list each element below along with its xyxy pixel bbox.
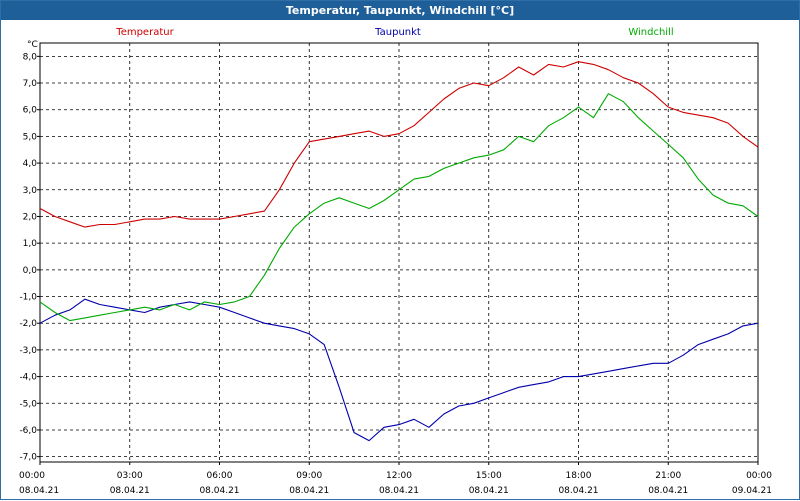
x-tick-date-label: 08.04.21 xyxy=(289,486,329,496)
y-tick-label: -6,0 xyxy=(19,426,37,436)
y-tick-label: -1,0 xyxy=(19,293,37,303)
y-tick-label: -5,0 xyxy=(19,399,37,409)
x-tick-time-label: 09:00 xyxy=(296,471,322,481)
y-axis-unit-label: °C xyxy=(27,40,38,50)
y-tick-label: -7,0 xyxy=(19,453,37,463)
x-tick-time-label: 00:00 xyxy=(19,471,45,481)
y-tick-label: 3,0 xyxy=(23,186,38,196)
x-tick-date-label: 08.04.21 xyxy=(199,486,239,496)
y-tick-label: 7,0 xyxy=(23,79,38,89)
y-tick-label: 4,0 xyxy=(23,159,38,169)
series-line-windchill xyxy=(39,93,759,322)
series-line-taupunkt xyxy=(39,298,759,442)
y-tick-label: 5,0 xyxy=(23,132,38,142)
legend-entry-temperatur: Temperatur xyxy=(115,27,174,38)
series-line-temperatur xyxy=(39,61,759,228)
plot-frame xyxy=(39,42,759,463)
x-tick-time-label: 18:00 xyxy=(566,471,592,481)
legend-entry-windchill: Windchill xyxy=(628,27,673,38)
x-tick-date-label: 08.04.21 xyxy=(469,486,509,496)
x-tick-date-label: 08.04.21 xyxy=(19,486,59,496)
x-tick-date-label: 09.04.21 xyxy=(732,486,772,496)
x-tick-time-label: 00:00 xyxy=(746,471,772,481)
y-tick-label: 1,0 xyxy=(23,239,38,249)
chart-title: Temperatur, Taupunkt, Windchill [°C] xyxy=(1,1,799,20)
y-tick-label: -3,0 xyxy=(19,346,37,356)
x-tick-date-label: 08.04.21 xyxy=(648,486,688,496)
legend-entry-taupunkt: Taupunkt xyxy=(374,27,421,38)
y-tick-label: -2,0 xyxy=(19,319,37,329)
x-tick-time-label: 06:00 xyxy=(207,471,233,481)
x-tick-time-label: 15:00 xyxy=(476,471,502,481)
x-tick-date-label: 08.04.21 xyxy=(558,486,598,496)
x-tick-time-label: 21:00 xyxy=(655,471,681,481)
x-tick-date-label: 08.04.21 xyxy=(379,486,419,496)
y-tick-label: 6,0 xyxy=(23,106,38,116)
x-tick-time-label: 12:00 xyxy=(386,471,412,481)
y-tick-label: 2,0 xyxy=(23,212,38,222)
y-tick-label: -4,0 xyxy=(19,373,37,383)
x-tick-time-label: 03:00 xyxy=(117,471,143,481)
x-tick-date-label: 08.04.21 xyxy=(110,486,150,496)
y-tick-label: 8,0 xyxy=(23,52,38,62)
y-tick-label: 0,0 xyxy=(23,266,38,276)
